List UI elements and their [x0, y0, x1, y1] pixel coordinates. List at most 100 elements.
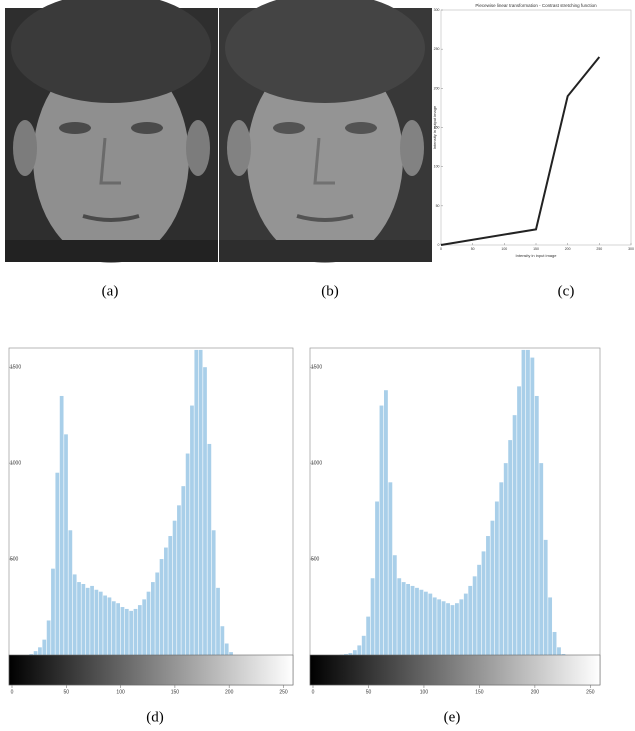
bar	[419, 589, 424, 655]
bar	[207, 443, 212, 655]
bar	[384, 390, 388, 655]
y-axis-label: Intensity in output image	[432, 105, 437, 149]
bar	[33, 651, 38, 655]
bar	[46, 620, 51, 655]
colorbar	[8, 654, 294, 686]
bar	[137, 605, 142, 655]
bar	[526, 349, 530, 655]
y-tick-label: 300	[434, 8, 440, 12]
y-tick-label: 150	[434, 125, 440, 129]
x-tick-label: 300	[628, 247, 634, 251]
bar	[494, 501, 499, 655]
bar	[68, 530, 73, 655]
x-tick-label: 100	[420, 689, 429, 695]
caption: (b)	[321, 283, 339, 299]
bar	[375, 501, 379, 655]
bar	[172, 520, 177, 655]
bar	[459, 599, 464, 655]
x-tick-label: 100	[116, 689, 125, 695]
bar	[38, 647, 42, 655]
bar	[517, 386, 521, 655]
bar	[229, 652, 233, 655]
bar	[129, 610, 134, 655]
bar	[432, 597, 437, 655]
colorbar	[309, 654, 601, 686]
bar	[94, 589, 99, 655]
x-tick-label: 150	[171, 689, 180, 695]
bar	[42, 639, 47, 655]
bar	[352, 650, 357, 655]
bar	[521, 349, 526, 655]
bar	[77, 582, 81, 655]
x-tick-label: 250	[596, 247, 602, 251]
bar	[534, 395, 539, 655]
bar	[116, 603, 120, 655]
bar	[98, 591, 103, 655]
y-tick-label: 50	[436, 204, 440, 208]
bar	[190, 405, 194, 655]
y-tick-label: 500	[311, 556, 320, 562]
bar	[388, 482, 393, 655]
bar	[472, 576, 477, 655]
x-tick-label: 150	[533, 247, 539, 251]
bar	[446, 603, 450, 655]
bar	[164, 547, 168, 655]
bar	[224, 643, 229, 655]
bar	[539, 463, 544, 655]
bar	[81, 584, 86, 655]
bar	[552, 631, 557, 655]
bar	[548, 597, 553, 655]
x-tick-label: 0	[11, 689, 14, 695]
bar	[543, 539, 548, 655]
bar	[348, 653, 353, 655]
x-axis-label: Intensity in input image	[516, 253, 558, 258]
bar	[468, 585, 473, 655]
photo-enhanced	[217, 0, 434, 265]
bar	[406, 584, 411, 655]
x-tick-label: 50	[366, 689, 372, 695]
bar	[211, 530, 216, 655]
caption: (e)	[444, 709, 461, 725]
x-tick-label: 200	[565, 247, 571, 251]
bar	[216, 587, 220, 655]
bar	[120, 607, 125, 655]
caption: (c)	[558, 283, 575, 299]
bar	[177, 505, 181, 655]
bar	[490, 520, 495, 655]
bar	[361, 635, 366, 655]
x-tick-label: 50	[64, 689, 70, 695]
x-tick-label: 50	[471, 247, 475, 251]
bar	[410, 585, 415, 655]
x-tick-label: 150	[475, 689, 484, 695]
bar	[220, 626, 225, 655]
bar	[185, 453, 190, 655]
line	[440, 56, 601, 246]
y-tick-label: 1000	[10, 460, 21, 466]
bar	[370, 578, 375, 655]
x-tick-label: 200	[225, 689, 234, 695]
bar	[561, 654, 566, 655]
x-tick-label: 250	[279, 689, 288, 695]
plot-frame	[440, 9, 632, 246]
caption: (d)	[146, 709, 164, 725]
bar	[124, 608, 129, 655]
bar	[59, 395, 64, 655]
bar	[397, 578, 402, 655]
bar	[90, 585, 94, 655]
bar	[450, 605, 455, 655]
bar	[55, 472, 60, 655]
bar	[64, 434, 68, 655]
y-tick-label: 1500	[10, 365, 21, 371]
x-tick-label: 100	[501, 247, 507, 251]
bar	[151, 582, 155, 655]
bar	[357, 645, 362, 655]
bar	[51, 568, 55, 655]
y-tick-label: 200	[434, 86, 440, 90]
bar	[512, 415, 517, 655]
bar	[159, 559, 164, 655]
bar	[344, 654, 348, 655]
bar	[198, 349, 203, 655]
bar	[499, 482, 504, 655]
bar	[168, 536, 173, 655]
